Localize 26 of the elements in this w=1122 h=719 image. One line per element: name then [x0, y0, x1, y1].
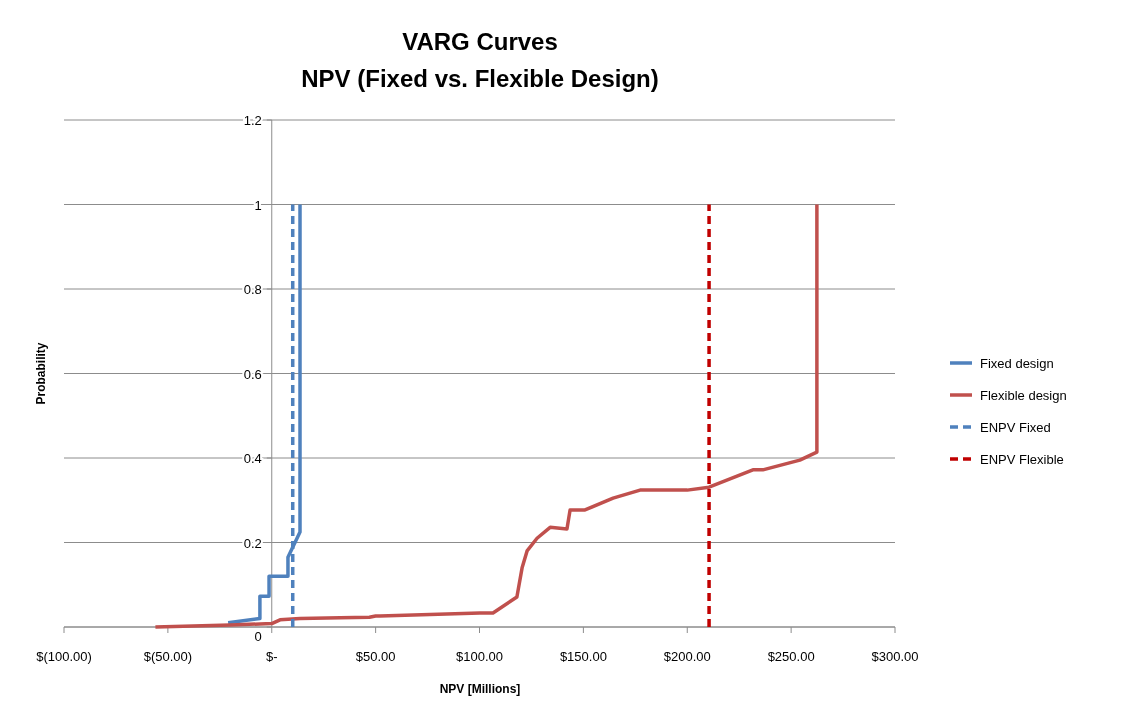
chart-title: VARG Curves: [402, 28, 558, 55]
y-tick-label: 0.6: [243, 366, 262, 382]
line-series: [226, 202, 302, 625]
x-tick-label: $150.00: [559, 649, 607, 664]
x-tick-label: $(100.00): [36, 649, 92, 664]
y-tick-label: 0.8: [243, 282, 262, 297]
legend-label: Flexible design: [980, 388, 1067, 403]
legend-label: Fixed design: [980, 356, 1054, 371]
x-tick-label: $300.00: [871, 649, 919, 664]
line-series: [153, 202, 819, 629]
chart-subtitle: NPV (Fixed vs. Flexible Design): [301, 65, 659, 92]
y-tick-label: 0.2: [243, 535, 262, 551]
x-tick-label: $(50.00): [143, 649, 193, 664]
y-axis-title: Probability: [34, 342, 48, 405]
x-tick-label: $250.00: [767, 649, 815, 664]
y-tick-label: 0.4: [243, 451, 262, 466]
x-tick-label: $100.00: [456, 649, 503, 664]
x-tick-label: $-: [265, 649, 278, 664]
y-tick-label: 0: [254, 629, 262, 644]
x-tick-label: $200.00: [663, 649, 711, 664]
y-tick-label: 1.2: [243, 113, 262, 128]
legend-label: ENPV Fixed: [980, 420, 1051, 435]
x-axis-title: NPV [Millions]: [439, 682, 521, 696]
y-tick-label: 1: [254, 197, 262, 213]
x-tick-label: $50.00: [355, 649, 396, 664]
legend-label: ENPV Flexible: [980, 452, 1064, 467]
